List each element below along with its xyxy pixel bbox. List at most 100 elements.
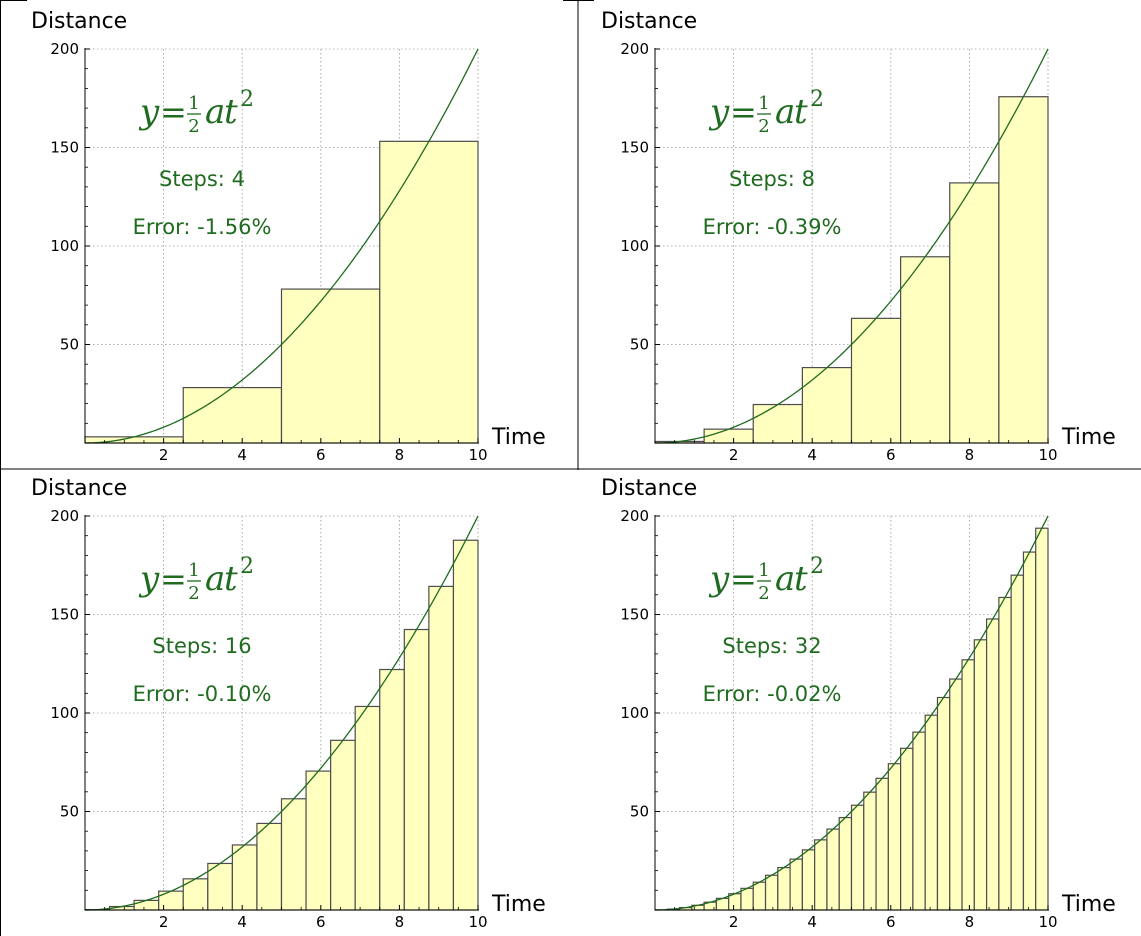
bar: [452, 539, 479, 911]
formula-y: y: [708, 92, 730, 132]
bar: [379, 668, 405, 911]
bar: [403, 628, 430, 911]
formula-y: y: [138, 559, 160, 599]
formula-t: t: [794, 559, 808, 599]
y-tick-label: 100: [50, 704, 79, 722]
x-tick-label: 2: [729, 913, 739, 931]
bar: [1010, 574, 1025, 911]
formula-equals: =: [730, 560, 757, 598]
bar: [752, 881, 767, 911]
formula-numerator: 1: [188, 93, 199, 114]
bar: [133, 899, 160, 911]
bar: [740, 887, 754, 911]
y-tick-label: 200: [620, 40, 649, 58]
y-axis-label: Distance: [601, 476, 697, 501]
formula-exponent: 2: [240, 87, 254, 112]
bar: [231, 844, 258, 911]
curve-line: [84, 48, 479, 444]
steps-annotation: Steps: 16: [152, 634, 251, 658]
bar: [985, 618, 1000, 911]
formula: y = 12 at 2: [138, 554, 254, 604]
formula-y: y: [138, 92, 160, 132]
x-tick-label: 4: [807, 913, 817, 931]
bar: [912, 731, 926, 911]
y-tick-label: 150: [50, 139, 79, 157]
bar: [936, 696, 951, 911]
x-tick-label: 10: [1038, 446, 1057, 464]
x-tick-label: 6: [316, 913, 326, 931]
formula-numerator: 1: [758, 560, 769, 581]
formula-a: a: [205, 92, 225, 132]
x-tick-label: 8: [395, 446, 405, 464]
bar: [801, 366, 853, 444]
y-tick-label: 150: [50, 606, 79, 624]
bars: [84, 140, 479, 444]
error-value: -0.10%: [190, 682, 271, 706]
formula-equals: =: [160, 93, 187, 131]
y-axis-label: Distance: [601, 9, 697, 34]
bar: [354, 705, 381, 911]
x-tick-label: 2: [159, 446, 169, 464]
bar: [973, 639, 988, 911]
formula-a: a: [775, 559, 795, 599]
bar: [900, 747, 914, 911]
y-tick-label: 50: [60, 336, 79, 354]
bar: [182, 878, 209, 911]
bar: [280, 798, 307, 911]
x-tick-label: 6: [886, 446, 896, 464]
curve-line: [654, 515, 1049, 911]
error-value: -0.39%: [760, 215, 841, 239]
x-tick-label: 8: [395, 913, 405, 931]
bar: [182, 386, 283, 444]
x-axis-label: Time: [1061, 425, 1116, 450]
bar: [789, 858, 803, 911]
x-tick-label: 10: [1038, 913, 1057, 931]
x-tick-label: 6: [316, 446, 326, 464]
x-tick-label: 4: [237, 913, 247, 931]
x-axis-label: Time: [491, 425, 546, 450]
y-tick-label: 50: [630, 803, 649, 821]
formula: y = 12 at 2: [708, 554, 824, 604]
bar: [728, 893, 742, 911]
bar: [428, 585, 455, 911]
formula-denominator: 2: [188, 116, 199, 137]
bar: [924, 714, 939, 911]
y-tick-label: 150: [620, 606, 649, 624]
x-tick-label: 2: [729, 446, 739, 464]
steps-annotation: Steps: 32: [722, 634, 821, 658]
error-label: Error:: [133, 215, 191, 239]
error-annotation: Error: -0.02%: [703, 682, 842, 706]
formula-denominator: 2: [758, 583, 769, 604]
bar: [777, 866, 791, 911]
y-tick-label: 200: [50, 40, 79, 58]
bars: [654, 96, 1049, 444]
bar: [900, 256, 951, 444]
x-tick-label: 4: [237, 446, 247, 464]
steps-annotation: Steps: 4: [159, 167, 245, 191]
bar: [814, 839, 828, 911]
bar: [379, 140, 479, 444]
formula: y = 12 at 2: [138, 87, 254, 137]
bar: [703, 428, 754, 444]
y-tick-label: 100: [620, 237, 649, 255]
formula-y: y: [708, 559, 730, 599]
formula-a: a: [775, 92, 795, 132]
y-axis-label: Distance: [31, 9, 127, 34]
bar: [826, 828, 840, 911]
formula-exponent: 2: [810, 87, 824, 112]
bar: [752, 403, 803, 444]
bar: [949, 182, 1000, 444]
bar: [949, 678, 963, 911]
steps-value: 32: [788, 634, 821, 658]
steps-label: Steps:: [152, 634, 218, 658]
bar: [998, 596, 1012, 911]
steps-value: 4: [225, 167, 245, 191]
y-axis-label: Distance: [31, 476, 127, 501]
y-tick-label: 50: [60, 803, 79, 821]
error-label: Error:: [703, 215, 761, 239]
bar: [838, 816, 853, 911]
